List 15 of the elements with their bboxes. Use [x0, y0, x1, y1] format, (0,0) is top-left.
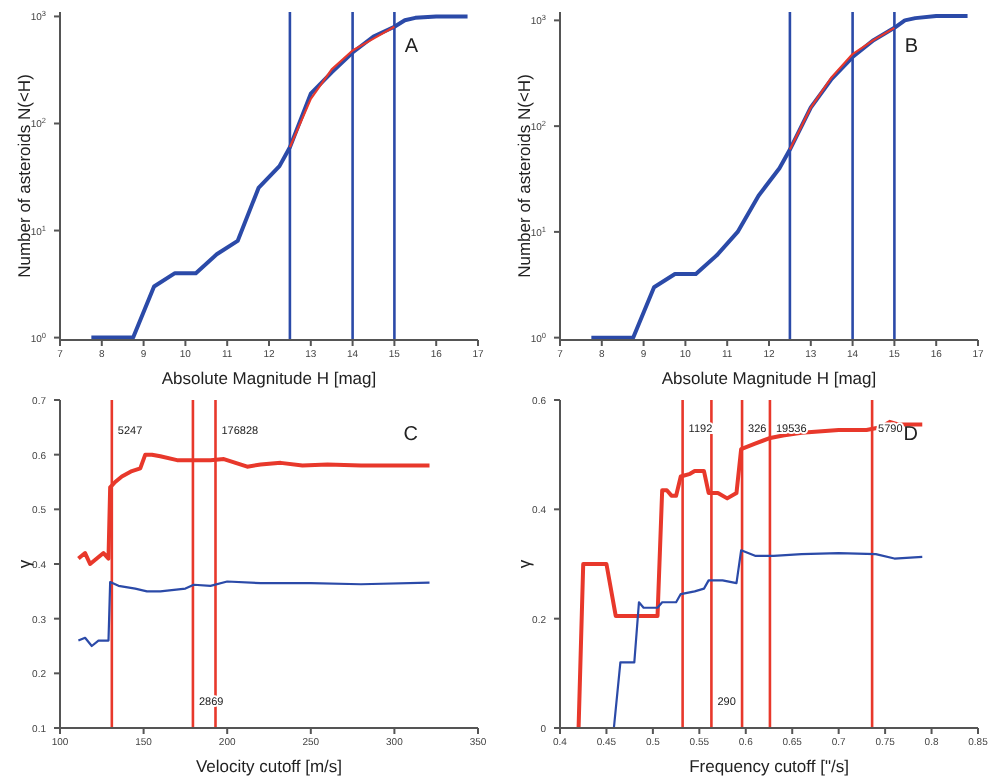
y-axis-title: γ [514, 558, 535, 569]
x-axis-title: Absolute Magnitude H [mag] [661, 368, 877, 388]
annotation: B [904, 36, 918, 58]
x-axis-title: Velocity cutoff [m/s] [195, 756, 343, 776]
line-series [89, 14, 470, 340]
line-series [288, 25, 396, 149]
line-series [589, 14, 970, 340]
x-axis-title: Frequency cutoff ["/s] [689, 756, 849, 776]
x-axis-title: Absolute Magnitude H [mag] [161, 368, 377, 388]
annotation: C [403, 424, 418, 446]
annotation: D [903, 424, 918, 446]
line-series [77, 580, 431, 648]
line-series [788, 26, 896, 151]
annotation: A [404, 36, 418, 58]
line-series [612, 549, 924, 728]
